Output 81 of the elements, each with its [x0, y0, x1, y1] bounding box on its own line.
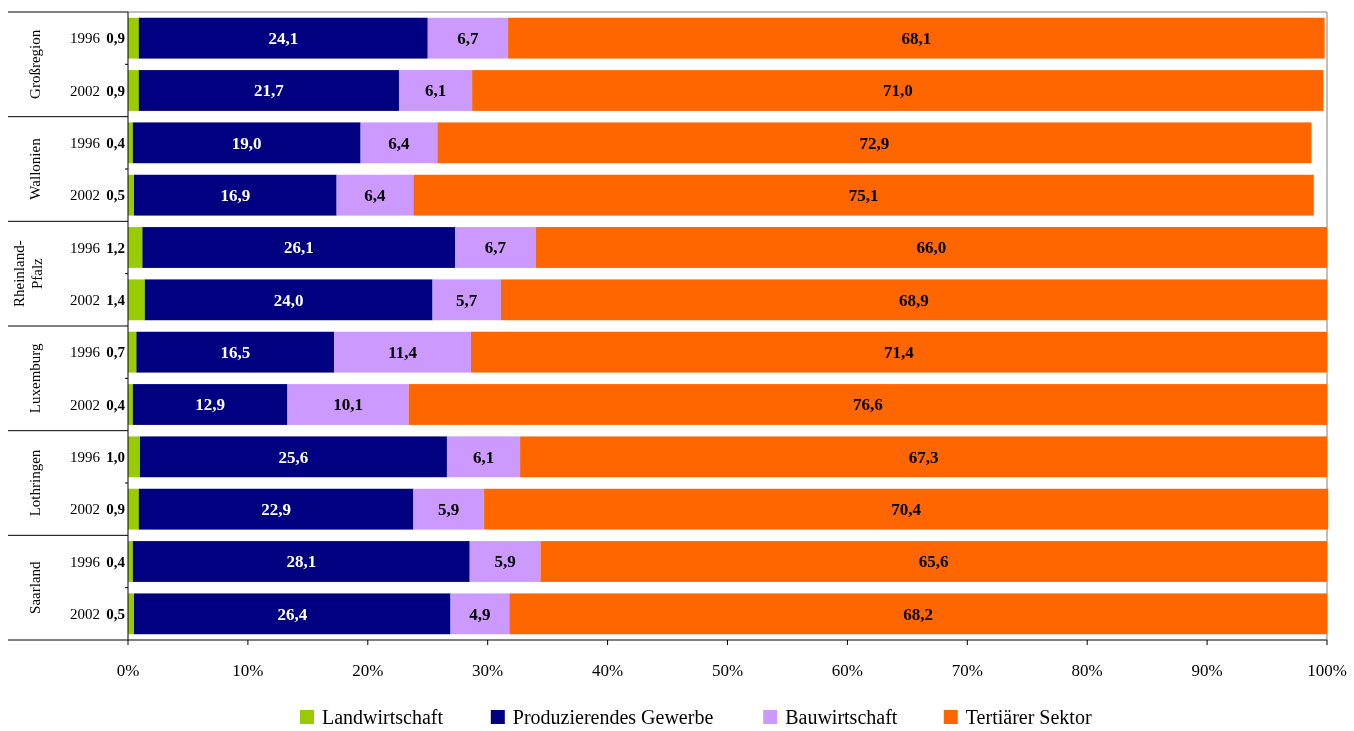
- data-label: 0,5: [106, 606, 125, 623]
- text: Saarland: [27, 560, 43, 614]
- x-tick-label: 20%: [352, 661, 384, 680]
- text: Rheinland-Pfalz: [11, 240, 45, 307]
- data-label: 22,9: [261, 500, 291, 520]
- legend-label: Tertiärer Sektor: [965, 706, 1092, 728]
- data-label: 4,9: [469, 604, 491, 624]
- x-tick-label: 30%: [472, 661, 504, 680]
- data-label: 16,9: [220, 186, 251, 206]
- y-tick-label: 2002: [70, 187, 100, 204]
- legend-label: Landwirtschaft: [322, 706, 444, 728]
- data-label: 10,1: [333, 395, 363, 415]
- y-tick-label: 1996: [70, 344, 101, 361]
- x-tick-label: 70%: [951, 661, 983, 680]
- text: Lothringen: [27, 449, 43, 517]
- data-label: 72,9: [859, 133, 890, 153]
- data-label: 0,9: [106, 501, 125, 518]
- legend-label: Bauwirtschaft: [785, 706, 898, 728]
- x-tick-label: 10%: [232, 661, 264, 680]
- data-label: 68,2: [903, 604, 934, 624]
- data-label: 6,4: [364, 186, 387, 206]
- y-tick-label: 1996: [70, 449, 101, 466]
- data-label: 68,1: [901, 29, 932, 49]
- data-label: 16,5: [220, 343, 251, 363]
- data-label: 0,5: [106, 187, 125, 204]
- x-tick-label: 50%: [711, 661, 744, 680]
- y-tick-label: 1996: [70, 135, 101, 152]
- data-label: 12,9: [195, 395, 226, 415]
- data-label: 1,4: [106, 292, 126, 309]
- data-label: 6,1: [424, 81, 447, 101]
- text: Wallonien: [27, 137, 43, 200]
- data-label: 5,9: [494, 552, 516, 572]
- y-tick-label: 1996: [70, 553, 101, 570]
- x-tick-label: 0%: [116, 661, 140, 680]
- legend-label: Produzierendes Gewerbe: [512, 706, 714, 728]
- y-tick-label: 2002: [70, 292, 100, 309]
- y-tick-label: 2002: [70, 501, 100, 518]
- data-label: 5,9: [438, 500, 460, 520]
- y-tick-label: 1996: [70, 30, 101, 47]
- x-tick-label: 90%: [1191, 661, 1223, 680]
- y-tick-label: 1996: [70, 239, 101, 256]
- data-label: 1,0: [106, 449, 125, 466]
- x-tick-label: 60%: [831, 661, 863, 680]
- data-label: 1,2: [106, 239, 125, 256]
- data-label: 5,7: [456, 290, 478, 310]
- data-label: 25,6: [278, 447, 309, 467]
- data-label: 71,4: [884, 343, 915, 363]
- y-tick-label: 2002: [70, 606, 100, 623]
- data-label: 28,1: [286, 552, 317, 572]
- data-label: 21,7: [254, 81, 285, 101]
- data-label: 6,7: [484, 238, 507, 258]
- data-label: 0,9: [106, 30, 125, 47]
- data-label: 6,1: [472, 447, 495, 467]
- data-label: 71,0: [882, 81, 913, 101]
- data-label: 0,4: [106, 135, 126, 152]
- data-label: 75,1: [848, 186, 879, 206]
- data-label: 67,3: [908, 447, 939, 467]
- data-label: 65,6: [918, 552, 949, 572]
- data-label: 70,4: [891, 500, 922, 520]
- text: Großregion: [27, 29, 43, 99]
- data-label: 19,0: [231, 133, 262, 153]
- data-label: 6,7: [457, 29, 480, 49]
- data-label: 66,0: [916, 238, 947, 258]
- y-tick-label: 2002: [70, 396, 100, 413]
- x-tick-label: 80%: [1071, 661, 1103, 680]
- data-label: 11,4: [388, 343, 418, 363]
- data-label: 0,7: [106, 344, 126, 361]
- data-label: 76,6: [852, 395, 883, 415]
- data-label: 24,1: [268, 29, 299, 49]
- data-label: 68,9: [899, 290, 929, 310]
- data-label: 26,1: [283, 238, 314, 258]
- data-label: 26,4: [277, 604, 308, 624]
- x-tick-label: 40%: [592, 661, 624, 680]
- data-label: 0,4: [106, 396, 126, 413]
- data-label: 0,9: [106, 82, 125, 99]
- y-tick-label: 2002: [70, 82, 100, 99]
- data-label: 24,0: [273, 290, 304, 310]
- data-label: 0,4: [106, 553, 126, 570]
- data-label: 6,4: [388, 133, 411, 153]
- text: Luxemburg: [27, 342, 43, 414]
- x-tick-label: 100%: [1307, 661, 1347, 680]
